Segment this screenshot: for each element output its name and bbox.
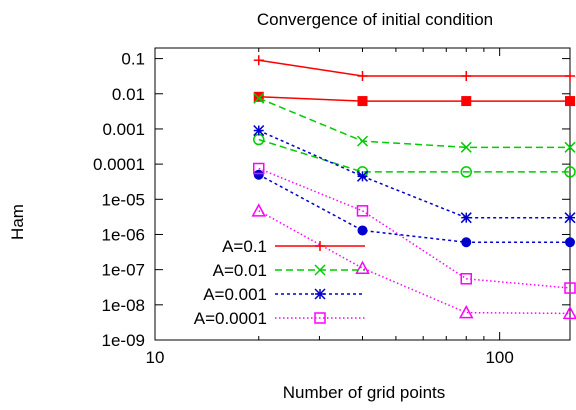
legend-label: A=0.1 bbox=[222, 237, 267, 256]
series-line-2-0 bbox=[259, 131, 570, 218]
y-tick-label: 0.001 bbox=[102, 120, 145, 139]
data-point bbox=[357, 262, 369, 273]
data-point bbox=[358, 71, 368, 81]
data-point bbox=[461, 213, 471, 223]
data-point bbox=[460, 307, 472, 318]
data-point-shape bbox=[253, 205, 265, 216]
data-point bbox=[358, 225, 368, 235]
y-tick-label: 1e-05 bbox=[102, 190, 145, 209]
data-point bbox=[461, 71, 471, 81]
y-tick-label: 0.01 bbox=[112, 85, 145, 104]
x-tick-label: 100 bbox=[485, 348, 513, 367]
y-tick-label: 1e-07 bbox=[102, 261, 145, 280]
series-line-1-0 bbox=[259, 98, 570, 147]
y-tick-label: 1e-06 bbox=[102, 225, 145, 244]
data-point bbox=[253, 205, 265, 216]
y-tick-label: 1e-09 bbox=[102, 331, 145, 350]
data-point-shape bbox=[358, 225, 368, 235]
data-point-shape bbox=[358, 96, 368, 106]
y-axis-label: Ham bbox=[8, 204, 27, 240]
y-tick-label: 1e-08 bbox=[102, 296, 145, 315]
data-point bbox=[461, 237, 471, 247]
y-tick-label: 0.0001 bbox=[93, 155, 145, 174]
y-tick-label: 0.1 bbox=[121, 50, 145, 69]
chart-title: Convergence of initial condition bbox=[257, 10, 493, 29]
series-line-1-1 bbox=[259, 140, 570, 172]
data-point bbox=[358, 171, 368, 181]
data-point-shape bbox=[565, 96, 575, 106]
data-point-shape bbox=[254, 170, 264, 180]
data-point bbox=[565, 237, 575, 247]
data-point bbox=[254, 55, 264, 65]
x-tick-label: 10 bbox=[146, 348, 165, 367]
data-point bbox=[254, 170, 264, 180]
data-point bbox=[358, 96, 368, 106]
series-line-3-1 bbox=[259, 211, 570, 314]
legend-label: A=0.0001 bbox=[194, 309, 267, 328]
data-point bbox=[461, 96, 471, 106]
series-line-0-1 bbox=[259, 97, 570, 101]
series-line-3-0 bbox=[259, 169, 570, 289]
data-point bbox=[254, 126, 264, 136]
series-line-2-1 bbox=[259, 175, 570, 243]
data-point-shape bbox=[565, 237, 575, 247]
legend-swatch-marker bbox=[315, 241, 325, 251]
data-point bbox=[565, 96, 575, 106]
data-point-shape bbox=[357, 262, 369, 273]
data-point-shape bbox=[461, 237, 471, 247]
plot-area: 10 100 0.1 0.01 0.001 0.0001 1e-05 1e-06 1e-07 1e… bbox=[93, 48, 576, 367]
x-axis-label: Number of grid points bbox=[283, 383, 446, 402]
series-line-0-0 bbox=[259, 60, 570, 76]
data-point-shape bbox=[461, 96, 471, 106]
data-point bbox=[565, 213, 575, 223]
legend-label: A=0.01 bbox=[213, 261, 267, 280]
data-point-shape bbox=[460, 307, 472, 318]
legend-label: A=0.001 bbox=[203, 285, 267, 304]
legend-swatch-marker bbox=[315, 289, 325, 299]
data-point bbox=[565, 71, 575, 81]
